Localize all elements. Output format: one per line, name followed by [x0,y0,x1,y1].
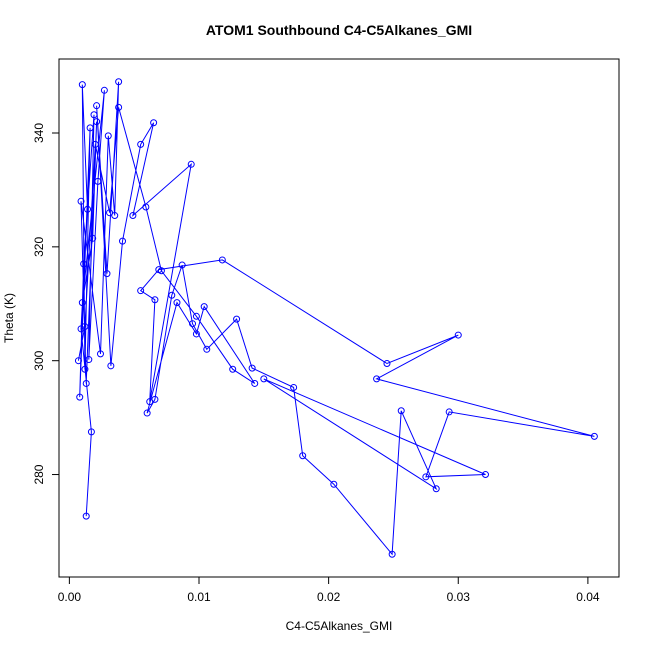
data-point [82,379,90,387]
data-point [119,237,127,245]
data-point [200,303,208,311]
x-tick-label: 0.03 [447,590,471,604]
data-point [260,375,268,383]
data-point [106,209,114,217]
x-axis: 0.00 0.01 0.02 0.03 0.04 [58,576,600,604]
data-point [192,312,200,320]
data-point [115,103,123,111]
data-point [290,383,298,391]
data-point [143,409,151,417]
data-point [77,325,85,333]
data-point [151,296,159,304]
data-point [251,379,259,387]
data-point [481,471,489,479]
data-point [157,267,165,275]
data-point [192,330,200,338]
x-tick-label: 0.00 [58,590,82,604]
data-point [86,124,94,132]
data-point [248,364,256,372]
data-point [84,205,92,213]
data-point [218,256,226,264]
data-point [422,473,430,481]
data-point [80,260,88,268]
data-point [383,360,391,368]
data-point [397,407,405,415]
data-point [77,197,85,205]
y-axis: 280 300 320 340 [32,123,60,485]
data-point [78,81,86,89]
y-tick-label: 340 [32,123,46,143]
data-point [432,485,440,493]
data-point [178,261,186,269]
data-point [168,291,176,299]
series-line [77,81,595,556]
data-point [104,132,112,140]
data-point [388,550,396,558]
data-point [445,408,453,416]
data-point [299,452,307,460]
data-point [93,118,101,126]
y-axis-label: Theta (K) [2,293,16,343]
data-point [151,395,159,403]
data-point [142,203,150,211]
data-point [81,323,89,331]
data-point [330,480,338,488]
data-point [93,102,101,110]
y-tick-label: 300 [32,350,46,370]
data-point [78,299,86,307]
data-point [150,119,158,127]
data-point [103,270,111,278]
data-point [590,432,598,440]
data-point [74,357,82,365]
x-tick-label: 0.04 [576,590,600,604]
data-point [85,356,93,364]
data-point [91,140,99,148]
data-point [82,512,90,520]
data-point [229,365,237,373]
data-point [187,160,195,168]
data-point [203,345,211,353]
data-point [111,212,119,220]
data-point [89,234,97,242]
y-tick-label: 320 [32,237,46,257]
data-point [373,375,381,383]
data-point [87,428,95,436]
data-point [76,393,84,401]
data-point [129,212,137,220]
series-layer [74,78,598,558]
data-point [233,315,241,323]
data-point [189,320,197,328]
x-axis-label: C4-C5Alkanes_GMI [286,619,393,633]
data-point [96,350,104,358]
data-point [107,362,115,370]
data-point [454,331,462,339]
x-tick-label: 0.01 [187,590,211,604]
data-point [81,365,89,373]
y-tick-label: 280 [32,464,46,484]
x-tick-label: 0.02 [317,590,341,604]
data-point [137,140,145,148]
data-point [137,287,145,295]
chart-title: ATOM1 Southbound C4-C5Alkanes_GMI [206,22,472,38]
data-point [115,78,123,86]
data-point [90,111,98,119]
data-point [94,177,102,185]
data-point [173,299,181,307]
data-point [100,86,108,94]
